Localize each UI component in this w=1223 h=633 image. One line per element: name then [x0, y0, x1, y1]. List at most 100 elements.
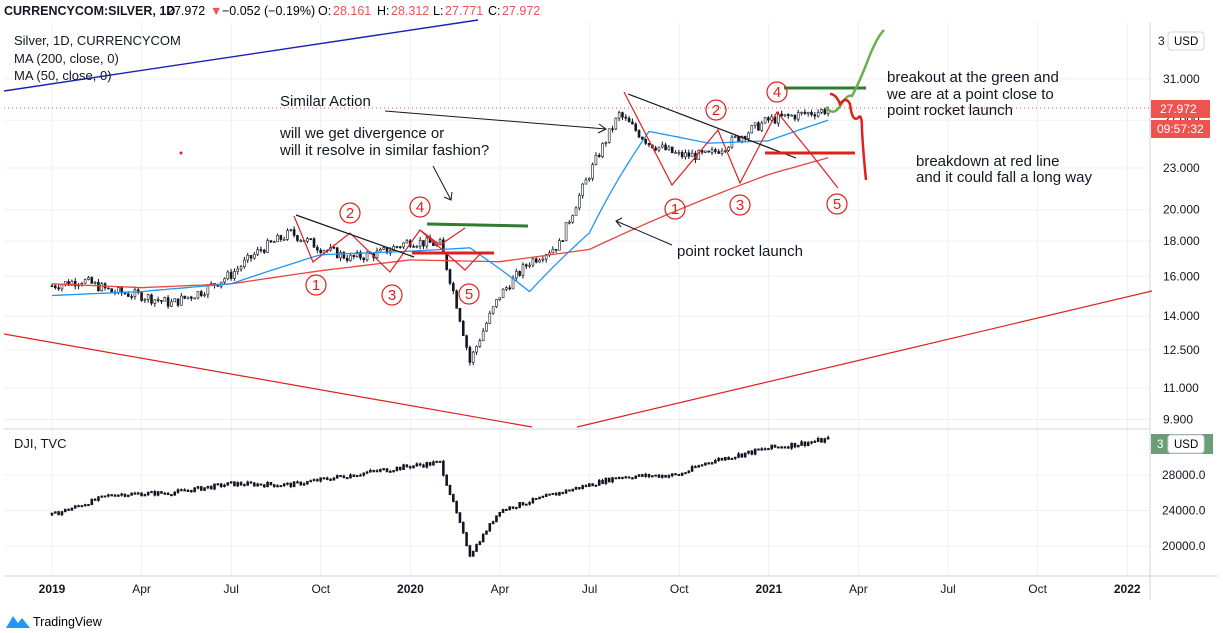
wave-label: 5: [826, 193, 848, 215]
price-candle: [379, 247, 382, 252]
dji-candle: [435, 460, 439, 464]
dji-candle: [627, 476, 631, 479]
price-candle: [587, 177, 591, 182]
price-candle: [173, 298, 177, 303]
dji-candle: [680, 472, 684, 476]
upper-usd-button[interactable]: USD: [1174, 36, 1198, 48]
dji-candle: [382, 467, 385, 471]
dji-candle: [478, 540, 482, 546]
dji-candle: [465, 531, 468, 547]
wave-label: 4: [766, 81, 788, 103]
dji-candle: [389, 469, 392, 473]
price-candle: [578, 192, 581, 211]
dji-candle: [637, 474, 641, 477]
price-candle: [100, 281, 104, 292]
dji-candle: [760, 447, 764, 451]
dji-candle: [369, 468, 372, 473]
price-candle: [800, 111, 803, 116]
upper-usd-button-bg[interactable]: [1167, 31, 1205, 51]
header-symbol[interactable]: CURRENCYCOM:SILVER, 1D: [4, 4, 175, 18]
dji-candle: [418, 462, 422, 467]
price-candle: [133, 286, 137, 300]
dji-candle: [588, 483, 591, 487]
price-candle: [229, 268, 233, 281]
dji-candle: [325, 476, 329, 481]
dji-candle: [133, 491, 137, 495]
dji-candle: [153, 490, 157, 497]
price-candle: [87, 275, 90, 281]
price-candle: [664, 142, 667, 151]
annotation-question-2: will it resolve in similar fashion?: [279, 142, 489, 159]
dji-candle: [282, 483, 286, 487]
dji-candle: [70, 507, 74, 511]
price-candle: [621, 111, 624, 121]
lower-pane-title[interactable]: DJI, TVC: [14, 436, 67, 451]
dji-candle: [183, 488, 186, 492]
dji-axis-label: 24000.0: [1162, 504, 1206, 518]
dji-candle: [442, 459, 445, 477]
red-lower-trend-line-left: [3, 333, 533, 428]
price-candle: [190, 295, 193, 302]
price-candle: [223, 277, 226, 284]
price-candle: [246, 252, 249, 264]
price-candle: [292, 226, 296, 238]
dji-candle: [216, 483, 220, 486]
price-candle: [790, 114, 793, 117]
tradingview-logo[interactable]: TradingView: [6, 615, 103, 629]
dji-candle: [697, 464, 701, 468]
price-candle: [508, 284, 512, 291]
price-candle: [362, 256, 366, 263]
dji-candle: [246, 480, 249, 486]
price-candle: [584, 177, 588, 185]
price-candle: [57, 284, 60, 291]
legend-title[interactable]: Silver, 1D, CURRENCYCOM: [14, 33, 181, 48]
lower-usd-button-bg[interactable]: [1167, 434, 1205, 454]
dji-candle: [196, 486, 200, 490]
price-candle: [793, 114, 797, 122]
legend-ma50[interactable]: MA (50, close, 0): [14, 68, 112, 83]
price-candle: [183, 295, 186, 300]
dji-candle: [651, 475, 654, 478]
dji-candle: [160, 491, 163, 494]
price-candle: [418, 237, 422, 250]
price-candle: [524, 263, 528, 270]
time-axis-label: 2021: [755, 582, 782, 596]
time-axis-label: Jul: [224, 582, 239, 596]
time-axis-label: Jul: [940, 582, 955, 596]
dji-candle: [140, 492, 143, 497]
annotation-breakdown-1: breakdown at red line: [916, 153, 1059, 170]
dji-candle: [316, 478, 319, 482]
price-candle: [415, 245, 419, 249]
legend-ma200[interactable]: MA (200, close, 0): [14, 51, 119, 66]
time-axis-label: Apr: [491, 582, 510, 596]
right-wedge-top: [627, 93, 797, 159]
price-candle: [498, 297, 502, 302]
lower-usd-button[interactable]: USD: [1174, 439, 1198, 451]
annotation-rocket-launch: point rocket launch: [677, 243, 803, 260]
dji-candle: [631, 476, 634, 480]
dji-candle: [107, 493, 110, 498]
price-candle: [558, 238, 561, 251]
price-axis-label: 14.000: [1163, 309, 1200, 323]
price-candle: [412, 244, 415, 248]
dji-candle: [471, 550, 475, 557]
price-axis-label: 20.000: [1163, 203, 1200, 217]
price-candle: [607, 128, 611, 144]
dji-candle: [743, 452, 747, 458]
dji-candle: [657, 473, 661, 478]
dji-candle: [604, 477, 608, 486]
price-candle: [561, 239, 565, 242]
price-candle: [296, 234, 299, 243]
price-candle: [488, 310, 492, 325]
time-axis-label: Jul: [582, 582, 597, 596]
dji-candle: [750, 449, 754, 456]
dji-candle: [272, 484, 276, 488]
price-candle: [611, 125, 614, 133]
price-candle: [760, 120, 764, 132]
price-axis-label: 16.000: [1163, 269, 1200, 283]
price-candle: [541, 255, 545, 263]
price-candle: [335, 247, 339, 259]
price-axis-label-top: 3: [1158, 34, 1165, 48]
dji-candle: [223, 483, 226, 488]
